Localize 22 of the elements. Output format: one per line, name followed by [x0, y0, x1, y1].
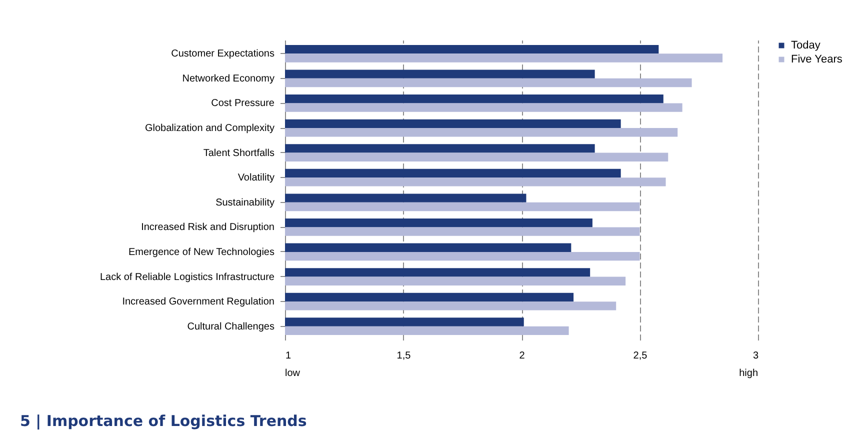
y-tick-label: Globalization and Complexity — [144, 123, 274, 134]
y-tick-label: Talent Shortfalls — [203, 148, 274, 159]
y-tick-label: Emergence of New Technologies — [128, 246, 274, 258]
x-tick-label: 1,5 — [396, 350, 412, 362]
y-tick-label: Sustainability — [216, 197, 274, 208]
y-tick-label: Increased Risk and Disruption — [141, 222, 274, 234]
y-tick-label: Cost Pressure — [211, 98, 275, 110]
text: 5 | Importance of Logistics Trends — [20, 412, 307, 430]
text: low — [285, 368, 301, 379]
y-tick-label: Cultural Challenges — [187, 321, 274, 332]
legend-label: Today — [791, 40, 821, 52]
text: high — [739, 368, 758, 379]
y-tick-label: Lack of Reliable Logistics Infrastructure — [100, 272, 275, 283]
x-tick-label: 2 — [519, 350, 526, 362]
y-tick-label: Customer Expectations — [171, 48, 274, 60]
x-tick-label: 3 — [752, 350, 759, 362]
x-tick-label: 2,5 — [633, 350, 648, 362]
y-tick-label: Networked Economy — [182, 73, 274, 84]
y-tick-label: Volatility — [238, 172, 274, 184]
y-tick-label: Increased Government Regulation — [122, 296, 274, 308]
legend-label: Five Years — [791, 54, 843, 66]
x-tick-label: 1 — [286, 350, 292, 362]
